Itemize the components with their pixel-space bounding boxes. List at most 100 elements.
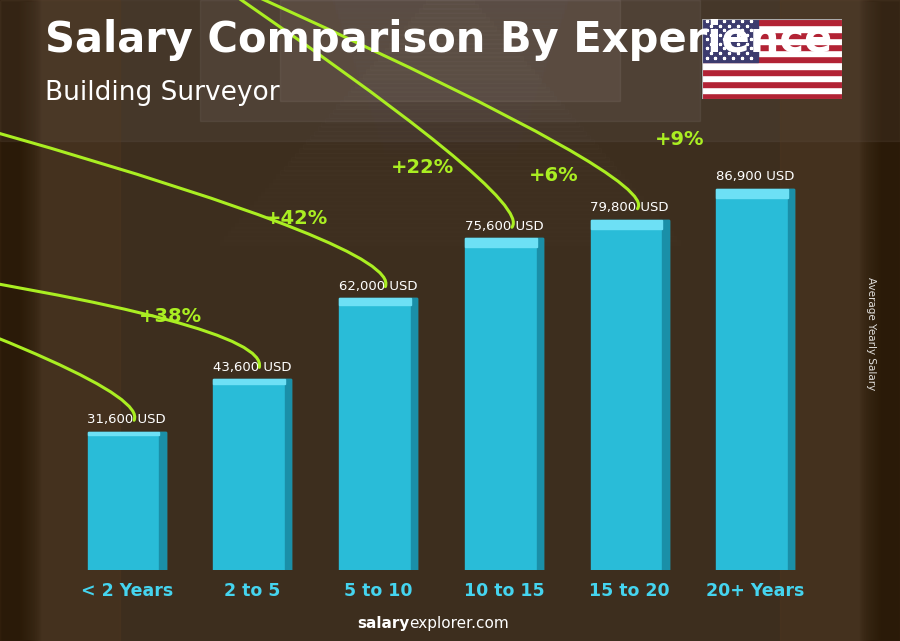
Bar: [363, 83, 537, 93]
Bar: [0, 0, 6, 641]
Bar: [339, 298, 417, 570]
Bar: [205, 258, 695, 263]
Bar: [367, 96, 533, 106]
Bar: [0, 0, 9, 641]
Bar: [886, 0, 900, 641]
Bar: [209, 253, 691, 258]
Bar: [398, 185, 502, 195]
Bar: [0, 0, 22, 641]
Bar: [354, 56, 546, 67]
Bar: [141, 332, 759, 337]
Bar: [896, 0, 900, 641]
Bar: [250, 205, 650, 210]
Bar: [0, 0, 5, 641]
Bar: [306, 139, 594, 144]
Bar: [702, 38, 842, 44]
Bar: [0, 0, 24, 641]
Bar: [662, 220, 669, 570]
Bar: [385, 47, 515, 53]
Bar: [861, 0, 900, 641]
Bar: [369, 101, 531, 111]
Bar: [338, 8, 562, 18]
Bar: [342, 21, 558, 31]
Bar: [370, 65, 530, 70]
Bar: [159, 431, 166, 570]
Bar: [360, 74, 540, 84]
Bar: [780, 0, 900, 641]
Bar: [869, 0, 900, 641]
Bar: [340, 17, 560, 26]
Bar: [213, 379, 285, 384]
Bar: [702, 19, 758, 62]
Bar: [382, 52, 518, 57]
Bar: [356, 61, 544, 71]
Bar: [194, 271, 706, 276]
Bar: [702, 69, 842, 75]
Bar: [261, 192, 639, 197]
Bar: [0, 0, 1, 641]
Text: +6%: +6%: [529, 165, 579, 185]
Bar: [0, 0, 39, 641]
Text: explorer.com: explorer.com: [410, 617, 509, 631]
Text: +22%: +22%: [391, 158, 454, 177]
Bar: [420, 251, 480, 261]
Bar: [875, 0, 900, 641]
Bar: [0, 0, 37, 641]
Bar: [880, 0, 900, 641]
Bar: [0, 0, 7, 641]
Bar: [411, 224, 489, 235]
Bar: [408, 215, 492, 226]
Bar: [590, 220, 669, 570]
Bar: [414, 233, 486, 244]
Bar: [310, 135, 590, 140]
Bar: [190, 275, 710, 280]
Bar: [345, 30, 555, 40]
Text: 79,800 USD: 79,800 USD: [590, 201, 669, 215]
Bar: [325, 117, 575, 122]
Bar: [884, 0, 900, 641]
Bar: [881, 0, 900, 641]
Bar: [0, 0, 900, 141]
Bar: [167, 301, 733, 306]
Bar: [384, 145, 516, 155]
Bar: [870, 0, 900, 641]
Bar: [702, 62, 842, 69]
Bar: [344, 96, 556, 101]
Bar: [202, 262, 698, 267]
Bar: [148, 323, 751, 328]
Bar: [295, 153, 605, 158]
Bar: [385, 149, 515, 159]
Bar: [416, 238, 484, 247]
Bar: [285, 379, 292, 570]
Bar: [0, 0, 25, 641]
Bar: [411, 17, 489, 22]
Bar: [862, 0, 900, 641]
Bar: [0, 0, 120, 641]
Bar: [0, 0, 13, 641]
Bar: [269, 183, 631, 188]
Bar: [287, 162, 613, 166]
Bar: [0, 0, 18, 641]
Bar: [339, 298, 411, 304]
Bar: [366, 69, 534, 74]
Bar: [860, 0, 900, 641]
Bar: [396, 180, 504, 190]
Bar: [145, 328, 755, 333]
Bar: [702, 87, 842, 93]
Bar: [179, 288, 721, 293]
Bar: [276, 174, 624, 179]
Bar: [0, 0, 27, 641]
Bar: [374, 114, 526, 124]
Bar: [242, 213, 658, 219]
Bar: [422, 4, 478, 9]
Bar: [400, 30, 500, 35]
Bar: [0, 0, 21, 641]
Bar: [716, 188, 788, 198]
Bar: [885, 0, 900, 641]
Bar: [415, 13, 485, 17]
Bar: [348, 38, 552, 49]
Bar: [895, 0, 900, 641]
Bar: [0, 0, 23, 641]
Bar: [418, 8, 482, 13]
Bar: [702, 44, 842, 50]
